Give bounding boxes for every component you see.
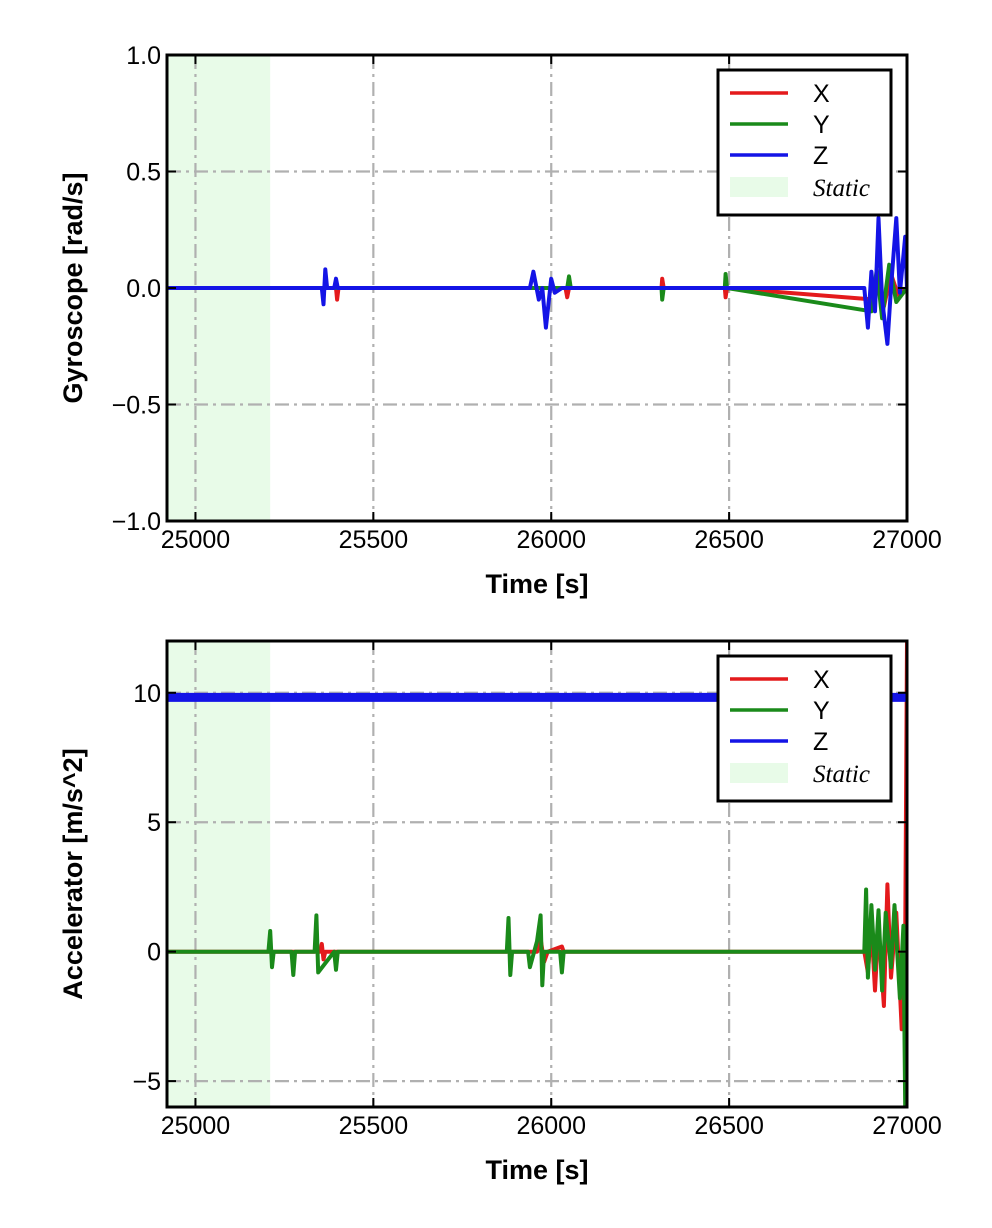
x-axis-title: Time [s] [485, 569, 588, 599]
x-tick-label: 25500 [339, 1112, 409, 1140]
y-tick-label: −1.0 [112, 508, 161, 536]
y-axis: −5 0 5 10 [132, 680, 907, 1096]
x-tick-label: 27000 [872, 526, 942, 554]
static-region [167, 641, 271, 1107]
x-tick-label: 25500 [339, 526, 409, 554]
y-tick-label: 5 [147, 809, 161, 837]
x-tick-label: 25000 [161, 526, 231, 554]
y-tick-label: 0.5 [126, 159, 161, 187]
series-group [167, 216, 907, 346]
y-tick-label: 0.0 [126, 275, 161, 303]
x-tick-label: 26000 [516, 526, 586, 554]
y-tick-label: −0.5 [112, 392, 161, 420]
x-tick-label: 27000 [872, 1112, 942, 1140]
y-tick-label: 0 [147, 939, 161, 967]
x-tick-label: 26500 [694, 1112, 764, 1140]
legend-label-static: Static [813, 175, 870, 202]
x-tick-label: 26000 [516, 1112, 586, 1140]
legend: XYZ Static [716, 68, 893, 217]
chart-1: 25000 25500 26000 26500 27000 −1.0 −0.5 0.0 0.5 1… [58, 42, 942, 599]
series-line-y [167, 887, 907, 1107]
series-line-z [167, 216, 907, 346]
x-tick-label: 26500 [694, 526, 764, 554]
x-axis: 25000 25500 26000 26500 27000 [161, 55, 942, 554]
x-axis: 25000 25500 26000 26500 27000 [161, 641, 942, 1140]
y-axis-title: Gyroscope [rad/s] [58, 172, 88, 403]
legend-label-x: X [813, 666, 830, 694]
chart-2: 25000 25500 26000 26500 27000 −5 0 5 10 Time [s] A… [58, 639, 942, 1185]
y-tick-label: −5 [132, 1068, 161, 1096]
y-axis-title: Accelerator [m/s^2] [58, 748, 88, 999]
legend-swatch-static [730, 177, 788, 197]
legend-swatch-static [730, 763, 788, 783]
series-line-y [167, 262, 907, 321]
legend-label-z: Z [813, 142, 828, 170]
plot-frame [165, 639, 909, 1109]
x-axis-title: Time [s] [485, 1155, 588, 1185]
x-tick-label: 25000 [161, 1112, 231, 1140]
legend-label-y: Y [813, 697, 830, 725]
legend-label-y: Y [813, 111, 830, 139]
y-tick-label: 1.0 [126, 42, 161, 70]
y-tick-label: 10 [133, 680, 161, 708]
legend-label-static: Static [813, 761, 870, 788]
legend: XYZ Static [716, 654, 893, 803]
legend-label-z: Z [813, 728, 828, 756]
y-axis: −1.0 −0.5 0.0 0.5 1.0 [112, 42, 907, 536]
legend-label-x: X [813, 80, 830, 108]
